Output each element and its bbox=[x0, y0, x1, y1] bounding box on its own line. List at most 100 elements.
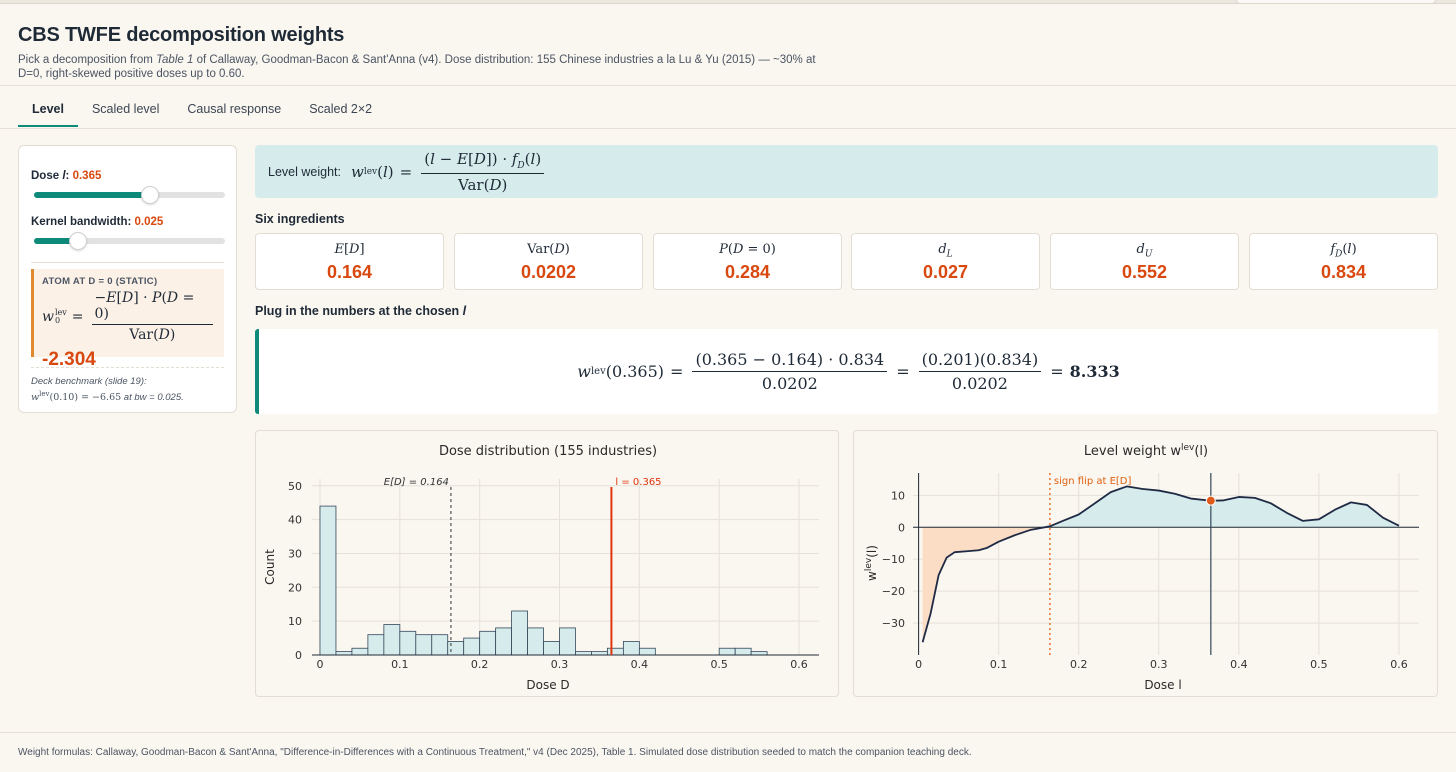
controls-panel: Dose l: 0.365 Kernel bandwidth: 0.025 AT… bbox=[18, 145, 237, 413]
histogram-bar bbox=[543, 641, 560, 656]
subtitle-text: of Callaway, Goodman-Bacon & Sant'Anna (… bbox=[18, 54, 816, 80]
y-tick-label: −10 bbox=[882, 553, 905, 566]
ingredient-card: Var(D) 0.0202 bbox=[454, 233, 643, 290]
x-tick-label: 0 bbox=[915, 658, 922, 671]
dose-label-text: Dose bbox=[31, 170, 63, 182]
histogram-bar bbox=[495, 627, 513, 656]
x-tick-label: 0 bbox=[316, 658, 323, 671]
x-tick-label: 0.1 bbox=[391, 658, 409, 671]
y-tick-label: 10 bbox=[288, 615, 302, 628]
ingredient-value: 0.284 bbox=[724, 262, 771, 282]
tab-scaled-2x2[interactable]: Scaled 2×2 bbox=[309, 102, 373, 116]
plug-l: 0.365 bbox=[611, 362, 658, 381]
plug-diff: (0.201)(0.834) bbox=[918, 350, 1042, 372]
y-tick-label: 0 bbox=[295, 649, 302, 662]
ingredient-name: dU bbox=[1136, 242, 1153, 260]
ingredient-value: 0.164 bbox=[326, 262, 373, 282]
chosen-dose-marker bbox=[1205, 495, 1216, 506]
subtitle-table-ref: Table 1 bbox=[156, 54, 194, 66]
subtitle-text: Pick a decomposition from bbox=[18, 54, 157, 66]
y-tick-label: 0 bbox=[898, 521, 905, 534]
ingredient-name: P(D = 0) bbox=[719, 242, 776, 257]
histogram-bar bbox=[750, 651, 768, 656]
x-tick-label: 0.1 bbox=[990, 658, 1008, 671]
level-weight-panel: Level weight wlev(l) 0 0.1 0.2 0.3 0.4 0.5 0.6 −… bbox=[853, 430, 1438, 697]
x-tick-label: 0.6 bbox=[790, 658, 808, 671]
bandwidth-slider-fill bbox=[34, 238, 78, 244]
ingredient-card: P(D = 0) 0.284 bbox=[653, 233, 842, 290]
window-top-strip bbox=[0, 0, 1456, 4]
histogram-bar bbox=[479, 630, 497, 656]
y-axis-label: wlev(l) bbox=[864, 545, 879, 581]
x-tick-label: 0.3 bbox=[551, 658, 569, 671]
page-subtitle: Pick a decomposition from Table 1 of Cal… bbox=[18, 53, 838, 81]
ingredient-value: 0.834 bbox=[1320, 262, 1367, 282]
x-tick-label: 0.5 bbox=[1310, 658, 1328, 671]
bandwidth-label: Kernel bandwidth: 0.025 bbox=[31, 216, 224, 228]
histogram-bar bbox=[591, 651, 608, 656]
bandwidth-slider[interactable] bbox=[34, 232, 225, 250]
histogram-bar bbox=[734, 647, 752, 656]
ingredient-name: fD(l) bbox=[1330, 242, 1357, 260]
ingredient-card: E[D] 0.164 bbox=[255, 233, 444, 290]
ingredient-value: 0.0202 bbox=[520, 262, 577, 282]
dose-control: Dose l: 0.365 bbox=[31, 170, 225, 204]
positive-weight-area bbox=[1049, 486, 1399, 528]
histogram-bar bbox=[351, 647, 369, 656]
tab-scaled-level[interactable]: Scaled level bbox=[91, 102, 160, 116]
y-tick-label: 20 bbox=[288, 581, 302, 594]
bandwidth-slider-handle[interactable] bbox=[68, 232, 87, 250]
bandwidth-control: Kernel bandwidth: 0.025 bbox=[31, 216, 225, 250]
chart-title: Level weight wlev(l) bbox=[1084, 443, 1208, 459]
negative-weight-area bbox=[922, 526, 1050, 643]
y-tick-label: 30 bbox=[288, 547, 302, 560]
benchmark-tail: at bw = 0.025. bbox=[121, 392, 184, 404]
footer-note: Weight formulas: Callaway, Goodman-Bacon… bbox=[0, 732, 1456, 772]
dose-value: 0.365 bbox=[72, 170, 102, 182]
histogram-bar bbox=[511, 610, 528, 656]
x-tick-label: 0.4 bbox=[1230, 658, 1248, 671]
ingredient-name: Var(D) bbox=[527, 242, 570, 257]
formula-label: Level weight: bbox=[268, 164, 341, 179]
tab-causal-response[interactable]: Causal response bbox=[187, 102, 282, 116]
x-axis-label: Dose l bbox=[1144, 678, 1181, 692]
y-tick-label: −20 bbox=[882, 585, 905, 598]
y-tick-label: 50 bbox=[288, 480, 302, 493]
dose-var: l bbox=[62, 170, 66, 182]
ingredient-card: fD(l) 0.834 bbox=[1249, 233, 1438, 290]
ingredient-card: dL 0.027 bbox=[851, 233, 1040, 290]
level-weight-formula: Level weight: w lev(l) = (l − E[D]) · fD(l… bbox=[255, 145, 1438, 198]
ingredient-name: E[D] bbox=[334, 242, 365, 257]
ingredient-card: dU 0.552 bbox=[1050, 233, 1239, 290]
dose-colon: : bbox=[65, 170, 70, 182]
benchmark-line2: wlev(0.10) = −6.65 at bw = 0.025. bbox=[31, 390, 184, 404]
histogram-bar bbox=[431, 634, 449, 656]
tab-level[interactable]: Level bbox=[18, 92, 78, 127]
ingredient-value: 0.552 bbox=[1121, 262, 1168, 282]
dose-slider-handle[interactable] bbox=[141, 186, 160, 204]
histogram-bar bbox=[607, 647, 624, 656]
atom-box: ATOM AT D = 0 (STATIC) w lev 0 = −E[D] · P… bbox=[31, 269, 224, 370]
tabs-divider bbox=[0, 128, 1456, 129]
x-tick-label: 0.6 bbox=[1390, 658, 1408, 671]
x-tick-label: 0.2 bbox=[1070, 658, 1088, 671]
plug-heading-var: l bbox=[462, 304, 467, 318]
dose-slider[interactable] bbox=[34, 186, 225, 204]
dose-label: Dose l: 0.365 bbox=[31, 170, 224, 182]
histogram-bar bbox=[463, 637, 481, 656]
histogram-bar bbox=[399, 630, 417, 656]
y-tick-label: −30 bbox=[882, 617, 905, 630]
histogram-bar bbox=[415, 634, 433, 656]
x-tick-label: 0.2 bbox=[471, 658, 489, 671]
dose-slider-fill bbox=[34, 192, 151, 198]
dose-histogram-panel: Dose distribution (155 industries) 0 0.1 0.… bbox=[255, 430, 839, 697]
dose-histogram: Dose distribution (155 industries) 0 0.1 0.… bbox=[263, 444, 819, 692]
histogram-bar bbox=[319, 505, 337, 656]
histogram-bar bbox=[575, 651, 592, 656]
plug-ed: 0.164 bbox=[771, 350, 817, 369]
deck-benchmark: Deck benchmark (slide 19): wlev(0.10) = … bbox=[31, 367, 224, 404]
level-weight-curve bbox=[921, 485, 1400, 643]
dose-line-label: l = 0.365 bbox=[615, 477, 661, 488]
ingredient-value: 0.027 bbox=[922, 262, 969, 282]
plug-in-calculation: w lev(0.365) = (0.365 − 0.164) · 0.834 0.0… bbox=[255, 329, 1438, 414]
